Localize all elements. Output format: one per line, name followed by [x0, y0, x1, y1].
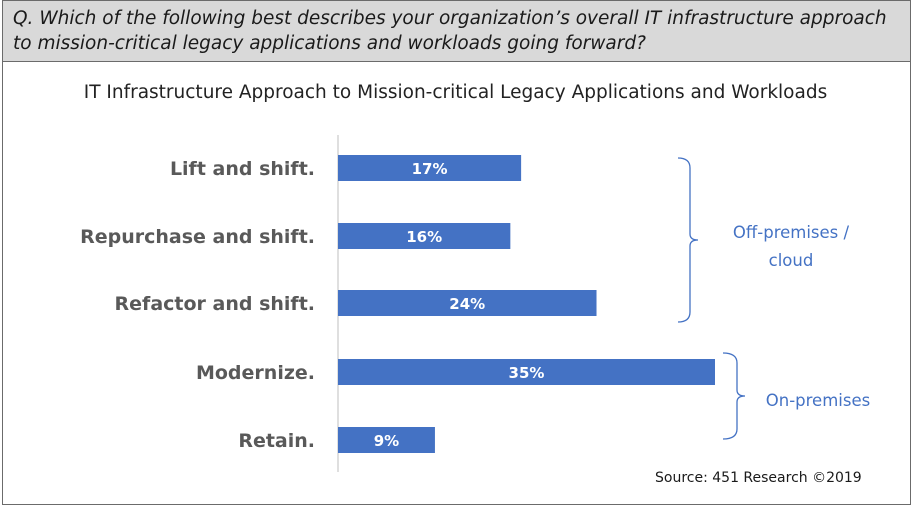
bar: [338, 223, 511, 249]
category-label: Lift and shift.: [170, 158, 315, 180]
value-labels: 17% 16% 24% 35% 9%: [374, 160, 545, 450]
value-label: 35%: [509, 364, 545, 382]
bar: [338, 359, 715, 385]
value-label: 16%: [406, 228, 442, 246]
bar: [338, 427, 435, 453]
category-label: Retain.: [238, 430, 315, 452]
bar-group: [338, 155, 715, 453]
category-label: Modernize.: [196, 362, 315, 384]
group-label: Off-premises /: [733, 223, 850, 242]
source-note: Source: 451 Research ©2019: [655, 470, 862, 486]
group-label: cloud: [769, 251, 814, 270]
bar: [338, 155, 522, 181]
group-brackets: Off-premises / cloud On-premises: [677, 157, 870, 440]
category-label: Repurchase and shift.: [80, 226, 315, 248]
value-label: 17%: [412, 160, 448, 178]
category-labels: Lift and shift. Repurchase and shift. Refa…: [80, 158, 315, 452]
group-label: On-premises: [766, 391, 870, 410]
question-text: Q. Which of the following best describes…: [13, 8, 887, 54]
bar: [338, 290, 597, 316]
group-bracket: [722, 352, 746, 440]
category-label: Refactor and shift.: [115, 293, 315, 315]
value-label: 9%: [374, 432, 399, 450]
chart-title: IT Infrastructure Approach to Mission-cr…: [83, 82, 828, 103]
group-bracket: [677, 157, 699, 323]
question-banner: Q. Which of the following best describes…: [3, 1, 910, 62]
value-label: 24%: [449, 295, 485, 313]
